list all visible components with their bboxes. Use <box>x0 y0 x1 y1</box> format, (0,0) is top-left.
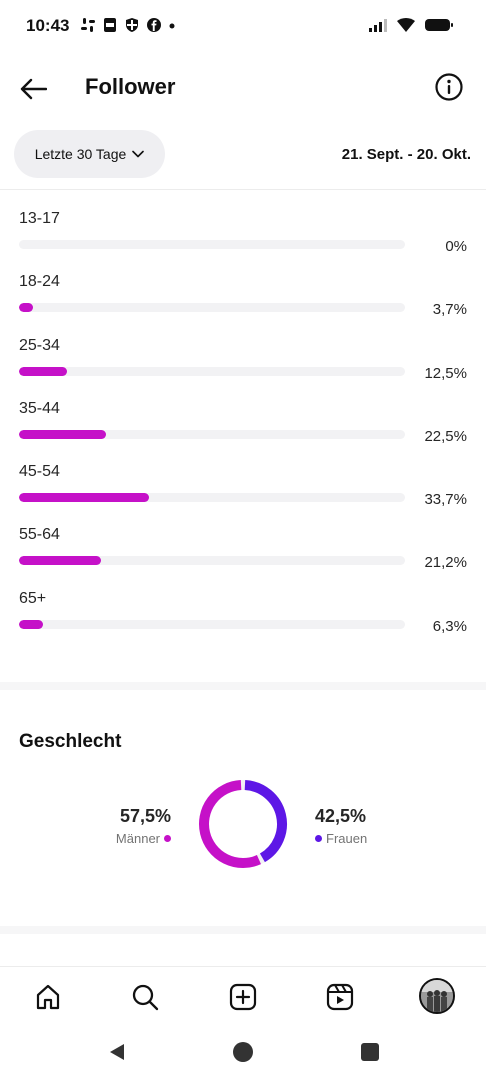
info-icon <box>435 73 463 101</box>
age-row: 35-44 22,5% <box>0 398 486 461</box>
age-distribution-list: 13-17 0% 18-24 3,7% 25-34 12,5% 35-44 22… <box>0 208 486 651</box>
age-bar-track <box>19 619 405 629</box>
slack-icon <box>81 18 95 32</box>
age-percent: 3,7% <box>432 301 467 319</box>
search-icon <box>132 984 159 1011</box>
signal-icon <box>369 19 387 32</box>
dot-icon <box>169 23 175 29</box>
create-icon <box>229 983 257 1011</box>
legend-dot-women <box>315 835 322 842</box>
nav-create-button[interactable] <box>225 979 261 1015</box>
gender-stat-men: 57,5% Männer <box>96 806 171 846</box>
age-bar-fill <box>19 303 34 313</box>
page-title: Follower <box>85 74 176 99</box>
app-header: Follower <box>0 60 486 116</box>
legend-dot-men <box>164 835 171 842</box>
age-row: 55-64 21,2% <box>0 524 486 587</box>
nav-home-button[interactable] <box>30 979 66 1015</box>
system-home-icon[interactable] <box>232 1041 254 1063</box>
date-range-dropdown[interactable]: Letzte 30 Tage <box>14 130 165 178</box>
section-separator <box>0 682 486 690</box>
section-separator <box>0 926 486 934</box>
pdf-icon <box>104 18 116 32</box>
donut-segment-men <box>199 780 261 868</box>
shield-icon <box>126 18 138 32</box>
status-bar: 10:43 <box>0 0 486 52</box>
age-percent: 6,3% <box>432 617 467 635</box>
bottom-navigation <box>0 966 486 1024</box>
age-percent: 21,2% <box>424 554 467 572</box>
age-percent: 0% <box>445 238 467 255</box>
nav-profile-avatar[interactable] <box>419 978 455 1014</box>
info-button[interactable] <box>434 72 464 102</box>
age-percent: 33,7% <box>424 491 467 509</box>
system-back-icon[interactable] <box>107 1042 127 1062</box>
age-bar-track <box>19 493 405 503</box>
age-row: 18-24 3,7% <box>0 271 486 334</box>
divider <box>0 189 486 190</box>
avatar-photo-icon <box>421 980 453 1012</box>
age-row: 13-17 0% <box>0 208 486 271</box>
age-label: 35-44 <box>19 399 60 417</box>
age-bar-track <box>19 303 405 313</box>
age-row: 45-54 33,7% <box>0 461 486 524</box>
system-recents-icon[interactable] <box>360 1042 380 1062</box>
notification-icons <box>80 17 176 33</box>
filter-row: Letzte 30 Tage 21. Sept. - 20. Okt. <box>0 130 486 178</box>
age-row: 65+ 6,3% <box>0 588 486 651</box>
reels-icon <box>326 983 354 1011</box>
home-icon <box>36 984 60 1010</box>
gender-men-value: 57,5% <box>119 806 171 826</box>
gender-women-label: Frauen <box>326 831 368 846</box>
back-button[interactable] <box>16 72 50 106</box>
facebook-icon <box>147 18 161 32</box>
age-bar-track <box>19 429 405 439</box>
system-navigation-bar <box>0 1024 486 1080</box>
age-bar-track <box>19 556 405 566</box>
gender-stat-women: 42,5% Frauen <box>315 806 395 846</box>
donut-segment-women <box>244 780 287 863</box>
age-label: 13-17 <box>19 210 60 227</box>
age-bar-fill <box>19 366 68 376</box>
age-bar-fill <box>19 556 101 566</box>
age-label: 18-24 <box>19 273 60 291</box>
age-label: 25-34 <box>19 336 60 354</box>
gender-section-title: Geschlecht <box>19 731 122 752</box>
date-range-text: 21. Sept. - 20. Okt. <box>341 146 471 163</box>
gender-women-value: 42,5% <box>315 806 367 826</box>
wifi-icon <box>397 18 415 32</box>
gender-men-label: Männer <box>115 831 160 846</box>
age-label: 55-64 <box>19 526 60 544</box>
nav-search-button[interactable] <box>127 979 163 1015</box>
system-status-icons <box>368 17 454 33</box>
age-percent: 12,5% <box>424 364 467 382</box>
battery-icon <box>425 19 453 31</box>
age-percent: 22,5% <box>424 427 467 445</box>
arrow-left-icon <box>20 78 47 100</box>
age-label: 45-54 <box>19 463 60 481</box>
gender-women-legend: Frauen <box>315 831 395 846</box>
chevron-down-icon <box>132 150 145 158</box>
age-bar-fill <box>19 493 150 503</box>
date-range-dropdown-label: Letzte 30 Tage <box>34 146 127 162</box>
gender-men-legend: Männer <box>96 831 171 846</box>
age-bar-fill <box>19 619 44 629</box>
age-row: 25-34 12,5% <box>0 335 486 398</box>
age-label: 65+ <box>19 589 47 607</box>
age-bar-track <box>19 240 405 249</box>
nav-reels-button[interactable] <box>322 979 358 1015</box>
status-time: 10:43 <box>26 16 70 35</box>
gender-donut-chart <box>199 780 287 868</box>
age-bar-track <box>19 366 405 376</box>
age-bar-fill <box>19 429 106 439</box>
